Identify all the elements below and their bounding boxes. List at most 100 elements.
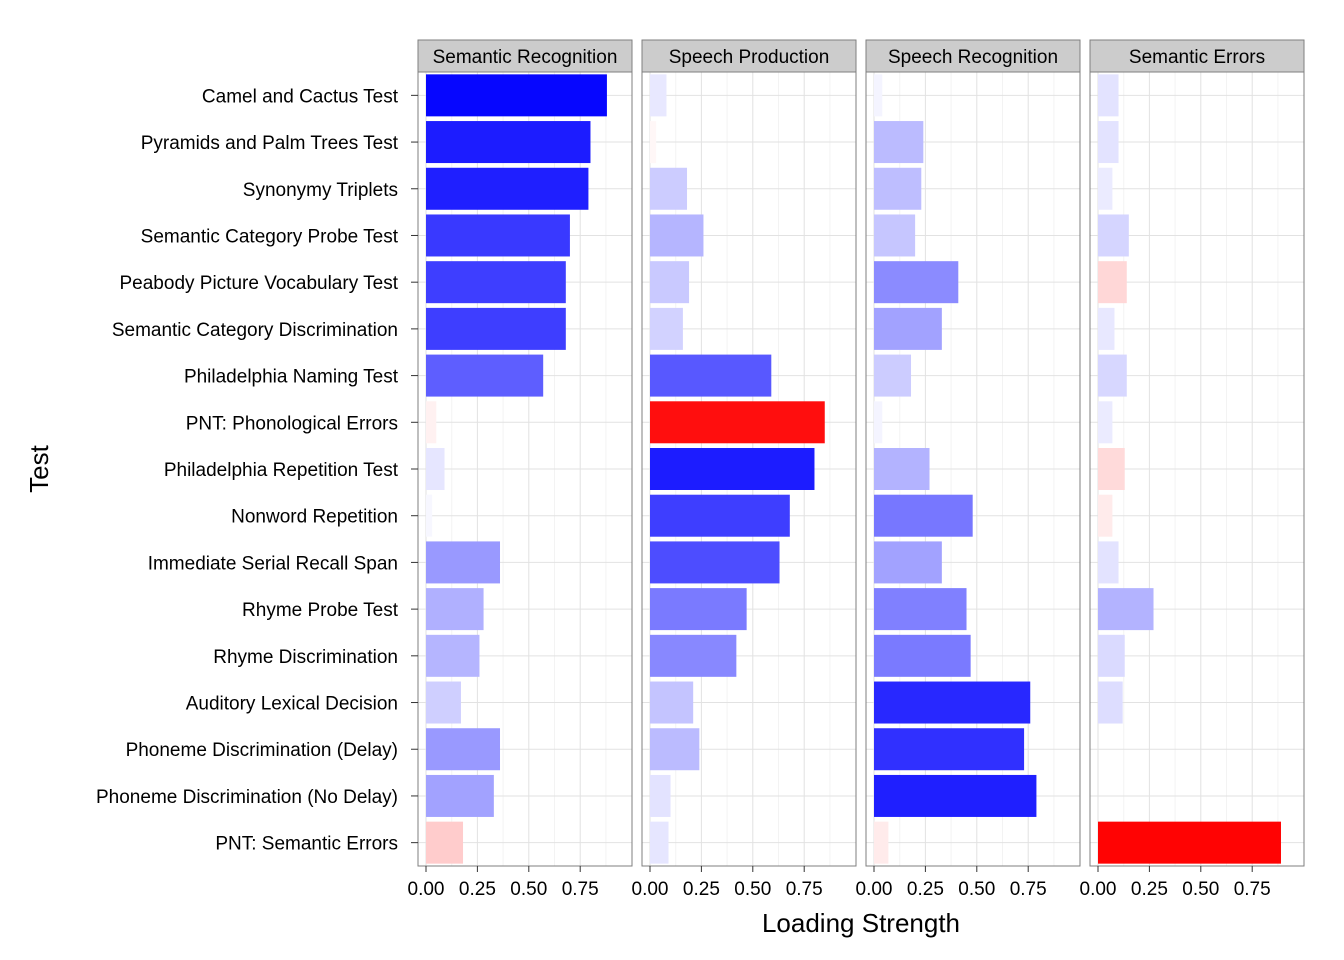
- bar: [1098, 401, 1113, 444]
- bar: [650, 214, 704, 257]
- bar: [1098, 214, 1129, 257]
- x-tick-label: 0.00: [1080, 879, 1117, 900]
- bar: [426, 307, 566, 350]
- bar: [1098, 588, 1154, 631]
- facet-strip: [417, 39, 633, 73]
- bar: [650, 121, 657, 164]
- y-tick-label: Peabody Picture Vocabulary Test: [120, 273, 399, 294]
- bar: [426, 121, 591, 164]
- x-tick-label: 0.25: [907, 879, 944, 900]
- x-tick-label: 0.25: [459, 879, 496, 900]
- bar: [650, 494, 790, 537]
- bar: [874, 774, 1037, 817]
- label-layer: Semantic Recognition 0.00 0.25 0.50 0.75 Spee…: [96, 47, 1271, 900]
- bar: [426, 634, 480, 677]
- y-tick-label: Rhyme Discrimination: [213, 647, 398, 668]
- bar: [426, 774, 494, 817]
- bar: [874, 728, 1025, 771]
- bar: [874, 261, 959, 304]
- y-tick-label: Phoneme Discrimination (Delay): [126, 740, 398, 761]
- bar: [426, 494, 433, 537]
- bar: [874, 448, 930, 490]
- y-axis-title: Test: [24, 444, 54, 492]
- x-tick-label: 0.00: [856, 879, 893, 900]
- bar: [874, 541, 942, 584]
- bar: [874, 821, 889, 864]
- bar: [1098, 821, 1281, 864]
- bar: [1098, 541, 1119, 584]
- x-tick-label: 0.50: [510, 879, 547, 900]
- bar: [650, 821, 669, 864]
- y-tick-label: Phoneme Discrimination (No Delay): [96, 787, 398, 808]
- bar: [426, 728, 501, 771]
- bar: [650, 354, 772, 397]
- bar: [874, 354, 912, 397]
- bar: [874, 681, 1031, 724]
- y-tick-label: Immediate Serial Recall Span: [148, 553, 398, 574]
- bar: [1098, 448, 1125, 490]
- bar: [426, 588, 484, 631]
- bar: [426, 448, 445, 490]
- x-tick-label: 0.50: [734, 879, 771, 900]
- x-tick-label: 0.00: [632, 879, 669, 900]
- bar: [426, 214, 570, 257]
- bar: [650, 307, 683, 350]
- bar: [426, 401, 437, 444]
- facet-strip-label: Semantic Recognition: [433, 47, 618, 68]
- x-axis-title: Loading Strength: [762, 908, 960, 938]
- bar: [650, 74, 667, 117]
- bar: [1098, 681, 1123, 724]
- bar: [650, 401, 825, 444]
- y-tick-label: Camel and Cactus Test: [202, 86, 399, 107]
- y-tick-label: Auditory Lexical Decision: [186, 694, 398, 715]
- facet-strip: [865, 39, 1081, 73]
- facet-strip-label: Semantic Errors: [1129, 47, 1265, 68]
- x-tick-label: 0.00: [408, 879, 445, 900]
- bar: [1098, 494, 1113, 537]
- bar: [1098, 167, 1113, 210]
- bar: [874, 307, 942, 350]
- bar: [426, 681, 461, 724]
- facet-strip-label: Speech Recognition: [888, 47, 1058, 68]
- x-tick-label: 0.25: [683, 879, 720, 900]
- facet-strip: [641, 39, 857, 73]
- bar: [650, 728, 700, 771]
- bar: [426, 541, 501, 584]
- bar: [874, 121, 924, 164]
- bar: [874, 401, 883, 444]
- bar: [426, 821, 464, 864]
- bar: [1098, 634, 1125, 677]
- x-tick-label: 0.75: [1010, 879, 1047, 900]
- bar: [426, 74, 607, 117]
- bar: [650, 167, 688, 210]
- bar: [650, 588, 747, 631]
- x-tick-label: 0.50: [1182, 879, 1219, 900]
- y-tick-label: PNT: Phonological Errors: [186, 413, 398, 434]
- bar: [426, 354, 544, 397]
- bar: [650, 681, 694, 724]
- y-tick-label: PNT: Semantic Errors: [215, 834, 398, 855]
- bar: [650, 261, 690, 304]
- bar: [1098, 307, 1115, 350]
- bar: [874, 74, 883, 117]
- bar: [874, 634, 971, 677]
- bar: [650, 774, 671, 817]
- y-tick-label: Pyramids and Palm Trees Test: [141, 133, 399, 154]
- bar: [650, 541, 780, 584]
- bar: [1098, 354, 1127, 397]
- x-tick-label: 0.75: [1234, 879, 1271, 900]
- y-tick-label: Rhyme Probe Test: [242, 600, 399, 621]
- facet-strip-label: Speech Production: [669, 47, 830, 68]
- bar: [1098, 74, 1119, 117]
- facet-strip: [1089, 39, 1305, 73]
- bar: [1098, 121, 1119, 164]
- bar-layer: [426, 74, 1281, 864]
- y-tick-label: Nonword Repetition: [231, 507, 398, 528]
- bar: [874, 214, 916, 257]
- bar: [650, 448, 815, 490]
- y-tick-label: Semantic Category Discrimination: [112, 320, 398, 341]
- frame-layer: [411, 39, 1305, 872]
- bar: [874, 494, 973, 537]
- y-tick-label: Philadelphia Repetition Test: [164, 460, 399, 481]
